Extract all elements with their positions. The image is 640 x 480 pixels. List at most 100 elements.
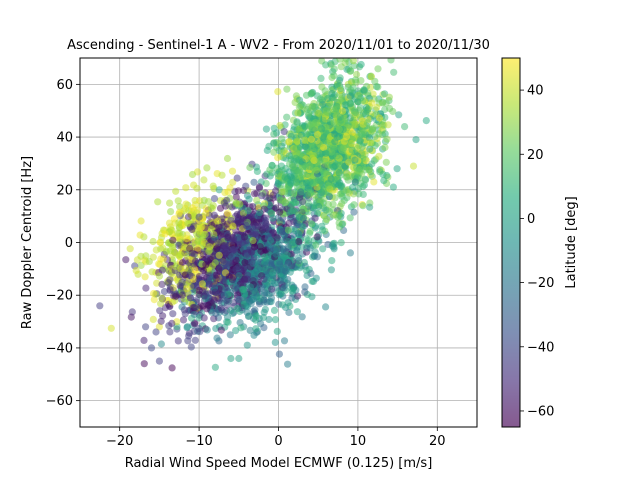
scatter-point	[251, 230, 259, 238]
colorbar-tick-label: −60	[527, 404, 554, 419]
scatter-point	[308, 220, 316, 228]
scatter-point	[315, 176, 323, 184]
scatter-point	[182, 184, 190, 192]
scatter-point	[278, 188, 286, 196]
scatter-point	[280, 337, 289, 345]
scatter-point	[290, 166, 298, 174]
scatter-point	[250, 331, 258, 339]
scatter-point	[382, 158, 390, 166]
scatter-point	[182, 200, 190, 208]
scatter-point	[155, 323, 163, 331]
scatter-point	[199, 250, 207, 258]
scatter-point	[221, 241, 229, 249]
scatter-point	[340, 144, 348, 152]
scatter-point	[327, 175, 335, 183]
scatter-point	[188, 170, 197, 179]
scatter-point	[328, 257, 336, 265]
scatter-point	[207, 204, 215, 212]
scatter-point	[228, 167, 237, 175]
scatter-point	[374, 65, 382, 73]
scatter-point	[232, 265, 240, 273]
scatter-point	[211, 363, 219, 371]
scatter-point	[287, 200, 295, 209]
scatter-point	[299, 171, 307, 179]
scatter-point	[137, 217, 145, 225]
scatter-point	[368, 160, 376, 168]
scatter-point	[267, 294, 276, 302]
scatter-point	[174, 229, 182, 237]
scatter-point	[348, 128, 356, 136]
scatter-point	[289, 239, 297, 247]
scatter-point	[243, 308, 251, 316]
scatter-point	[226, 331, 234, 339]
scatter-point	[335, 169, 343, 177]
scatter-point	[140, 360, 148, 368]
scatter-point	[384, 121, 392, 129]
scatter-point	[299, 198, 307, 206]
scatter-point	[203, 164, 211, 172]
scatter-point	[383, 135, 391, 143]
scatter-point	[341, 118, 349, 126]
scatter-point	[322, 303, 330, 311]
scatter-point	[233, 210, 241, 218]
scatter-point	[204, 301, 212, 310]
scatter-point	[351, 121, 359, 129]
scatter-point	[269, 268, 277, 277]
scatter-point	[160, 287, 168, 296]
scatter-point	[227, 354, 235, 363]
scatter-point	[222, 260, 231, 268]
scatter-point	[375, 152, 383, 160]
scatter-point	[266, 244, 274, 252]
scatter-point	[351, 178, 359, 186]
scatter-point	[218, 275, 226, 283]
scatter-point	[132, 266, 140, 275]
scatter-point	[198, 280, 206, 288]
scatter-point	[270, 306, 279, 314]
scatter-point	[203, 326, 211, 334]
scatter-point	[221, 189, 229, 197]
scatter-point	[371, 77, 379, 85]
scatter-point	[317, 74, 325, 82]
scatter-point	[175, 241, 183, 249]
scatter-point	[166, 328, 174, 336]
scatter-point	[274, 180, 282, 188]
scatter-point	[305, 109, 313, 117]
scatter-point	[299, 214, 308, 222]
scatter-point	[281, 173, 289, 181]
scatter-point	[335, 219, 343, 227]
scatter-point	[294, 220, 302, 228]
scatter-point	[287, 207, 295, 215]
scatter-point	[330, 72, 338, 80]
scatter-point	[339, 107, 347, 115]
scatter-point	[310, 202, 318, 210]
scatter-point	[375, 114, 384, 122]
scatter-point	[342, 186, 350, 194]
scatter-point	[342, 58, 350, 63]
scatter-point	[264, 233, 272, 241]
scatter-point	[157, 340, 165, 348]
scatter-point	[142, 252, 150, 260]
scatter-point	[332, 105, 340, 113]
scatter-point	[256, 243, 264, 251]
scatter-point	[276, 208, 284, 216]
scatter-point	[319, 245, 327, 253]
scatter-point	[342, 173, 350, 181]
scatter-point	[228, 276, 236, 284]
scatter-point	[141, 273, 149, 281]
scatter-point	[217, 326, 225, 334]
scatter-point	[270, 130, 278, 138]
scatter-point	[302, 162, 310, 170]
scatter-point	[163, 247, 171, 255]
scatter-point	[287, 179, 295, 187]
scatter-point	[191, 336, 199, 344]
scatter-point	[371, 133, 379, 141]
scatter-point	[215, 264, 223, 272]
scatter-point	[275, 350, 283, 358]
scatter-point	[350, 208, 358, 216]
scatter-point	[260, 324, 268, 332]
scatter-point	[273, 234, 281, 242]
scatter-point	[183, 324, 191, 332]
scatter-point	[209, 236, 218, 244]
scatter-point	[270, 124, 278, 132]
scatter-point	[252, 312, 260, 320]
